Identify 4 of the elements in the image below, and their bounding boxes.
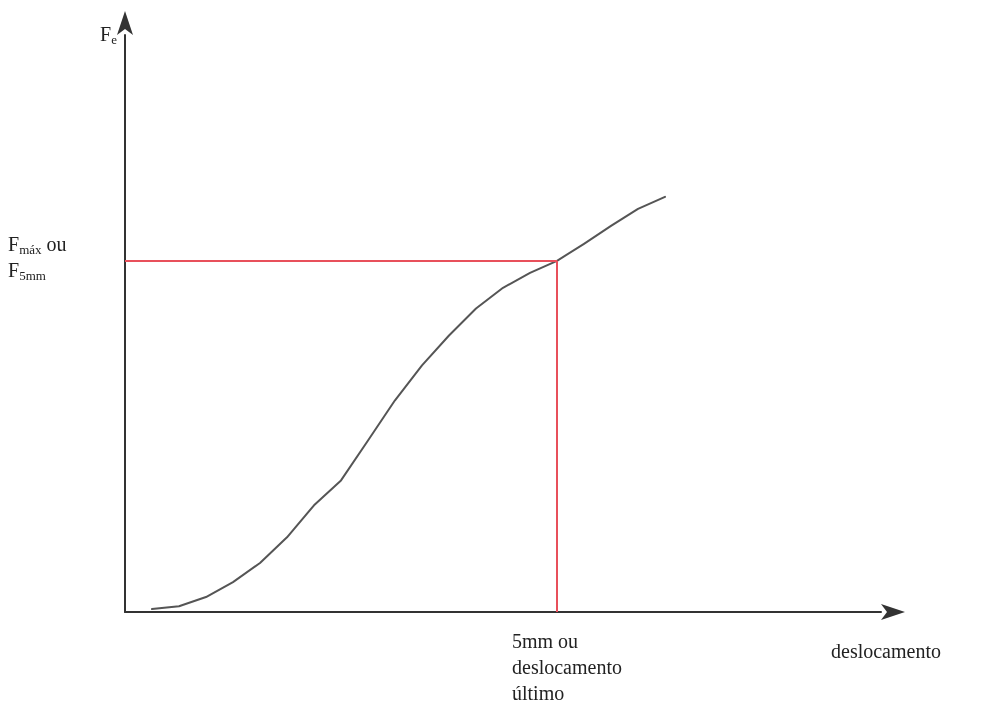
text: F$_{e}$ bbox=[99, 22, 117, 47]
text: 5mm ou deslocamento último bbox=[512, 629, 623, 706]
text: F$_{máx}$ ou F$_{5mm}$ bbox=[8, 232, 67, 283]
x-axis-title: deslocamento bbox=[831, 639, 941, 664]
